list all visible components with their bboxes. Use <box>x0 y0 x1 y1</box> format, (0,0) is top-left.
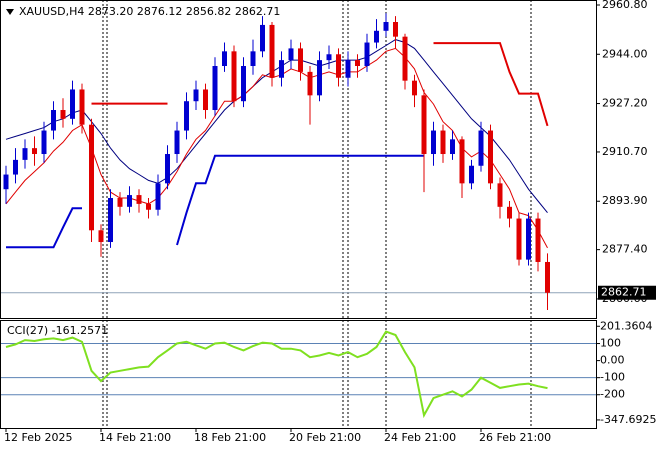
candle-body <box>60 110 66 119</box>
candle-body <box>165 154 170 184</box>
candle-body <box>22 148 28 160</box>
x-tick-label: 20 Feb 21:00 <box>289 431 361 444</box>
candle-body <box>89 124 94 231</box>
x-tick-label: 18 Feb 21:00 <box>194 431 266 444</box>
candle-body <box>98 230 104 243</box>
candle-body <box>146 203 151 210</box>
y-tick-label: 2910.70 <box>602 145 648 158</box>
candle-body <box>345 60 351 78</box>
candle-body <box>421 95 427 155</box>
y2-tick-label: 201.3604 <box>600 319 653 332</box>
y2-tick-label: 0.00 <box>600 354 625 367</box>
main-frame <box>0 0 597 319</box>
candle-body <box>269 24 275 78</box>
candle-body <box>488 130 493 184</box>
candle-body <box>108 198 113 243</box>
candle-body <box>117 198 123 207</box>
candle-body <box>288 48 294 61</box>
x-tick-label: 24 Feb 21:00 <box>384 431 456 444</box>
candle-body <box>127 195 132 207</box>
candle-body <box>241 66 246 102</box>
title-arrow <box>6 9 14 15</box>
candle-body <box>279 60 284 78</box>
candle-body <box>193 89 199 102</box>
candle-body <box>440 130 446 155</box>
candle-body <box>212 66 218 111</box>
candle-body <box>155 183 161 210</box>
last-price-box <box>598 285 656 300</box>
candle-body <box>317 60 322 96</box>
candle-body <box>336 54 341 78</box>
candle-body <box>222 51 227 67</box>
y2-tick-label: -200 <box>600 388 625 401</box>
sub-frame <box>0 320 597 429</box>
candle-body <box>70 89 75 119</box>
x-tick-label: 26 Feb 21:00 <box>479 431 551 444</box>
candle-body <box>507 206 512 219</box>
candle-body <box>326 54 332 61</box>
candle-body <box>450 139 455 155</box>
indicator-label: CCI(27) -161.2571 <box>7 324 108 337</box>
indicator-line <box>5 330 548 419</box>
x-tick-label: 12 Feb 2025 <box>4 431 72 444</box>
candle-body <box>478 130 484 166</box>
candle-body <box>469 165 474 184</box>
chart-title: XAUUSD,H4 2873.20 2876.12 2856.82 2862.7… <box>19 5 280 18</box>
candle-body <box>402 36 408 81</box>
y2-tick-label: -347.6925 <box>600 413 656 426</box>
candle-body <box>459 139 465 184</box>
y-tick-label: 2877.40 <box>602 243 648 256</box>
candle-body <box>497 183 503 207</box>
y-tick-label: 2927.20 <box>602 97 648 110</box>
candle-body <box>535 218 541 262</box>
candle-body <box>516 218 522 260</box>
candle-body <box>545 261 550 293</box>
y-tick-label: 2960.80 <box>602 0 648 11</box>
candle-body <box>393 22 398 37</box>
candle-body <box>184 101 189 131</box>
candle-body <box>51 110 56 131</box>
last-price-label: 2862.71 <box>601 286 647 299</box>
candle-body <box>364 42 370 67</box>
y-tick-label: 2893.90 <box>602 194 648 207</box>
candle-body <box>41 130 47 155</box>
separators <box>102 0 532 428</box>
candle-body <box>383 22 389 31</box>
overlay-line <box>5 47 548 249</box>
y2-tick-label: -100 <box>600 371 625 384</box>
candle-body <box>32 148 37 155</box>
candle-body <box>298 48 303 72</box>
x-tick-label: 14 Feb 21:00 <box>99 431 171 444</box>
overlay-line <box>91 42 549 127</box>
candle-body <box>260 24 265 52</box>
candle-body <box>355 60 360 67</box>
overlay-line <box>6 154 424 249</box>
candle-body <box>136 195 142 204</box>
candle-body <box>374 30 379 43</box>
candle-body <box>174 130 180 155</box>
candle-body <box>431 130 436 155</box>
candle-body <box>250 51 256 67</box>
candle-body <box>79 89 85 125</box>
candle-body <box>412 80 417 96</box>
candle-body <box>3 174 9 190</box>
y-tick-label: 2944.00 <box>602 47 648 60</box>
candle-body <box>526 218 531 260</box>
candle-body <box>307 71 313 96</box>
candle-body <box>203 89 208 111</box>
candle-body <box>231 51 237 102</box>
y2-tick-label: 100 <box>600 337 621 350</box>
overlay-line <box>5 39 548 214</box>
candle-body <box>13 159 18 175</box>
